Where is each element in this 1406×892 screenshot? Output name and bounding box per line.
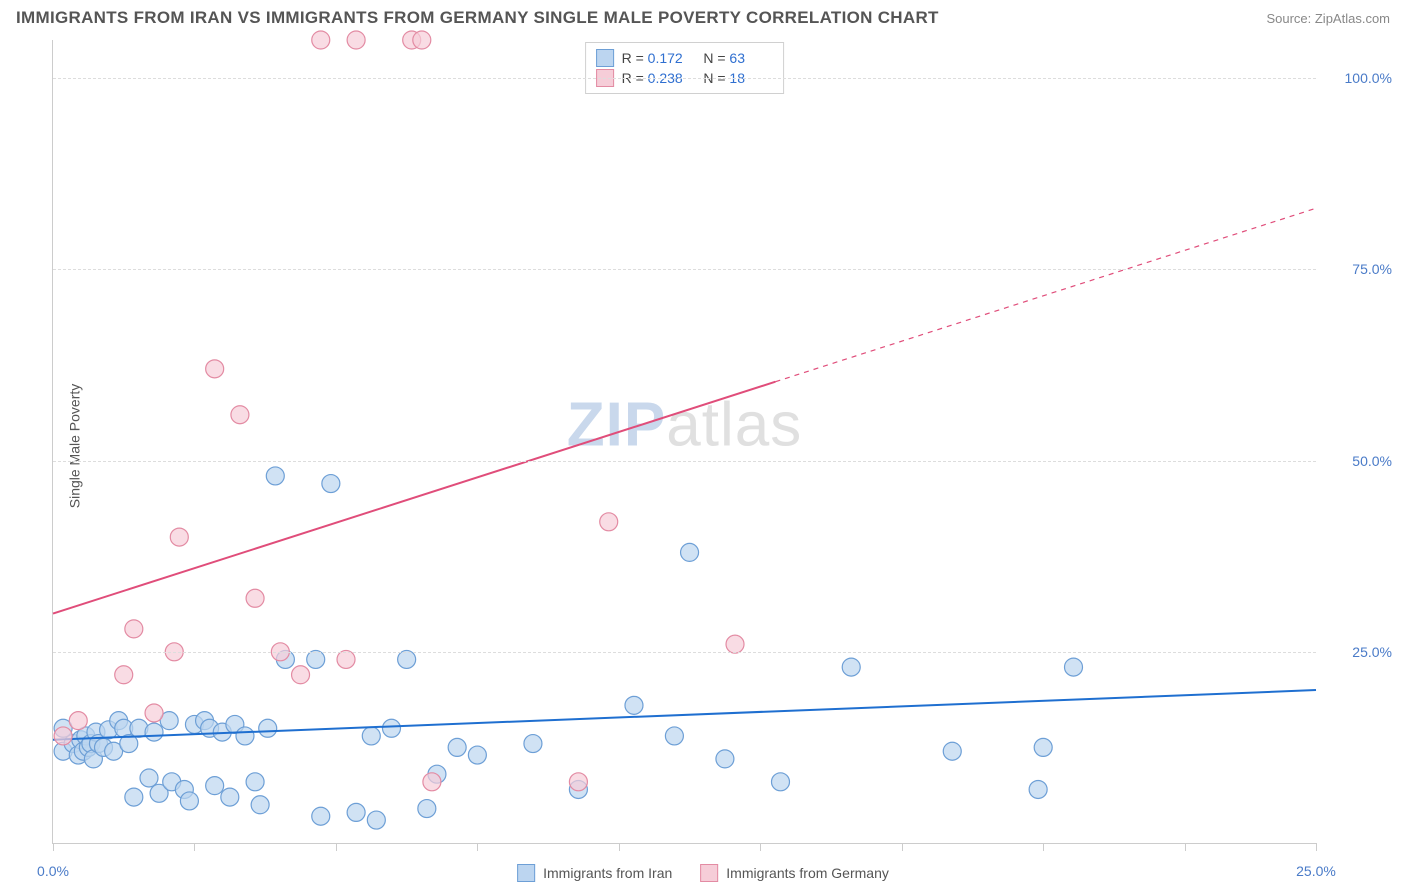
- chart-plot-area: ZIPatlas R = 0.172 N = 63 R = 0.238 N = …: [52, 40, 1316, 844]
- scatter-point: [716, 750, 734, 768]
- scatter-point: [842, 658, 860, 676]
- scatter-point: [145, 704, 163, 722]
- legend-label-iran: Immigrants from Iran: [543, 865, 672, 881]
- swatch-iran-icon: [517, 864, 535, 882]
- scatter-point: [231, 406, 249, 424]
- scatter-point: [322, 475, 340, 493]
- y-tick-label: 50.0%: [1328, 453, 1392, 469]
- trend-line: [53, 382, 775, 614]
- y-tick-label: 25.0%: [1328, 644, 1392, 660]
- scatter-point: [115, 666, 133, 684]
- scatter-point: [145, 723, 163, 741]
- scatter-point: [681, 543, 699, 561]
- scatter-point: [206, 360, 224, 378]
- scatter-point: [468, 746, 486, 764]
- scatter-point: [259, 719, 277, 737]
- y-tick-label: 75.0%: [1328, 261, 1392, 277]
- scatter-point: [382, 719, 400, 737]
- scatter-point: [726, 635, 744, 653]
- scatter-point: [771, 773, 789, 791]
- scatter-point: [206, 777, 224, 795]
- scatter-point: [170, 528, 188, 546]
- scatter-point: [347, 31, 365, 49]
- scatter-point: [1029, 780, 1047, 798]
- scatter-point: [54, 727, 72, 745]
- swatch-germany-icon: [700, 864, 718, 882]
- scatter-point: [600, 513, 618, 531]
- scatter-point: [125, 788, 143, 806]
- scatter-point: [1034, 738, 1052, 756]
- scatter-point: [266, 467, 284, 485]
- trend-line: [53, 690, 1316, 740]
- scatter-point: [246, 589, 264, 607]
- scatter-point: [140, 769, 158, 787]
- scatter-point: [347, 803, 365, 821]
- scatter-point: [251, 796, 269, 814]
- legend-label-germany: Immigrants from Germany: [726, 865, 889, 881]
- scatter-point: [367, 811, 385, 829]
- scatter-point: [448, 738, 466, 756]
- scatter-point: [569, 773, 587, 791]
- scatter-point: [423, 773, 441, 791]
- series-legend: Immigrants from Iran Immigrants from Ger…: [517, 864, 889, 882]
- x-tick-label-right: 25.0%: [1296, 863, 1336, 879]
- scatter-point: [1065, 658, 1083, 676]
- scatter-point: [312, 807, 330, 825]
- scatter-point: [398, 650, 416, 668]
- scatter-point: [292, 666, 310, 684]
- scatter-point: [362, 727, 380, 745]
- scatter-point: [180, 792, 198, 810]
- trend-line-extrapolated: [775, 208, 1316, 381]
- scatter-point: [246, 773, 264, 791]
- chart-title: IMMIGRANTS FROM IRAN VS IMMIGRANTS FROM …: [16, 8, 939, 28]
- source-label: Source: ZipAtlas.com: [1266, 11, 1390, 26]
- legend-item-iran: Immigrants from Iran: [517, 864, 672, 882]
- scatter-point: [312, 31, 330, 49]
- scatter-svg: [53, 40, 1316, 843]
- scatter-point: [943, 742, 961, 760]
- legend-item-germany: Immigrants from Germany: [700, 864, 889, 882]
- scatter-point: [307, 650, 325, 668]
- x-tick-label-left: 0.0%: [37, 863, 69, 879]
- scatter-point: [665, 727, 683, 745]
- scatter-point: [418, 800, 436, 818]
- y-tick-label: 100.0%: [1328, 70, 1392, 86]
- scatter-point: [125, 620, 143, 638]
- scatter-point: [337, 650, 355, 668]
- scatter-point: [69, 712, 87, 730]
- scatter-point: [221, 788, 239, 806]
- scatter-point: [236, 727, 254, 745]
- scatter-point: [625, 696, 643, 714]
- scatter-point: [524, 735, 542, 753]
- scatter-point: [413, 31, 431, 49]
